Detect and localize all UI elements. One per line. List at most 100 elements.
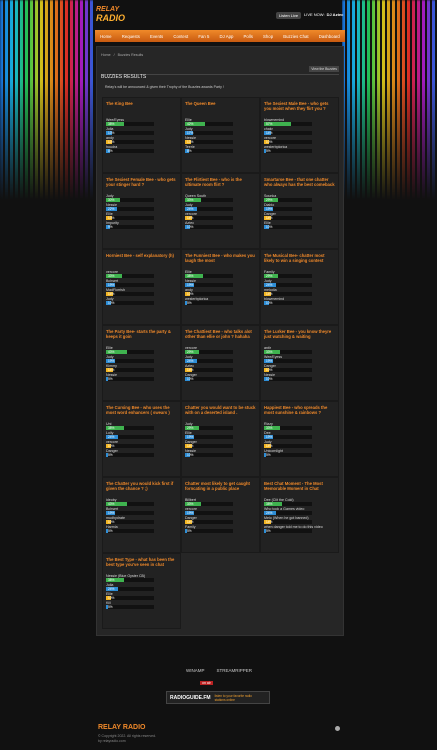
bar-track: 43%: [106, 502, 154, 506]
poll-option: Danger 14%: [185, 516, 256, 524]
bar-track: 24%: [264, 511, 312, 515]
percent-label: 10%: [266, 301, 273, 305]
poll-title: The Sexiest Female Bee - who gets your s…: [106, 177, 176, 187]
bar-track: 5%: [185, 529, 233, 533]
option-name: andy: [185, 288, 193, 292]
bar-track: 42%: [185, 122, 233, 126]
bar-track: 10%: [264, 301, 312, 305]
poll-option: Danger 14%: [185, 440, 256, 448]
poll-option: ideoby 43%: [106, 498, 177, 506]
bar-fill: [106, 502, 127, 506]
option-name: Judy: [264, 440, 272, 444]
poll-option: Harmla 5%: [106, 525, 177, 533]
poll-option: Aztec 10%: [185, 221, 256, 229]
percent-label: 33%: [266, 426, 273, 430]
poll-title: The Best Type - what has been the best t…: [106, 557, 175, 567]
bar-fill: [185, 122, 206, 126]
percent-label: 43%: [108, 502, 115, 506]
poll-title: Happiest Bee - who spreads the most suns…: [264, 405, 328, 415]
poll-option: Sounka 29%: [264, 194, 335, 202]
bar-fill: [185, 274, 204, 278]
bar-track: 14%: [106, 368, 154, 372]
poll-option: Danger 5%: [106, 449, 177, 457]
nav-item[interactable]: Events: [150, 33, 164, 39]
panel-header: BUZZIES RESULTS View the Buzzies: [101, 65, 339, 80]
nav-item[interactable]: Shop: [263, 33, 274, 39]
nav-item[interactable]: Dashboard: [318, 33, 340, 39]
percent-label: 14%: [266, 292, 273, 296]
badge[interactable]: on air: [200, 681, 213, 685]
option-name: vercore: [106, 440, 118, 444]
nav-item[interactable]: Buzzies Chat: [283, 33, 309, 39]
percent-label: 10%: [187, 377, 194, 381]
poll-grid: The King Bee Wee/Eyess 38% Julia 13% andy 13% h…: [102, 97, 339, 629]
percent-label: 10%: [266, 368, 273, 372]
poll-option: when danger told me to do this video 5%: [264, 525, 335, 533]
poll-option: westerbplorica 5%: [264, 145, 335, 153]
percent-label: 13%: [108, 140, 115, 144]
option-name: Nessie: [185, 279, 196, 283]
poll-option: Diablo 19%: [264, 203, 335, 211]
percent-label: 13%: [187, 140, 194, 144]
info-icon[interactable]: [335, 726, 340, 731]
option-name: Lolly: [106, 431, 114, 435]
bar-track: 33%: [106, 274, 154, 278]
bar-fill: [185, 198, 201, 202]
bar-track: 24%: [106, 587, 154, 591]
percent-label: 19%: [187, 435, 194, 439]
option-name: Danger: [264, 364, 276, 368]
poll-option: Uni 38%: [106, 422, 177, 430]
option-name: Judy: [185, 355, 193, 359]
nav-item[interactable]: Fan 5: [198, 33, 210, 39]
option-name: Nessie (Blue Oyster CB): [106, 574, 146, 578]
poll-option: blowmemind 57%: [264, 118, 335, 126]
bar-track: 19%: [264, 359, 312, 363]
nav-item[interactable]: DJ App: [219, 33, 234, 39]
nav-item[interactable]: Contest: [173, 33, 189, 39]
poll-option: chakr 14%: [264, 127, 335, 135]
bar-track: 5%: [264, 453, 312, 457]
bar-track: 38%: [185, 274, 233, 278]
live-dj: DJ Aztec: [326, 12, 344, 17]
poll-option: Judy 29%: [185, 422, 256, 430]
poll-option: Ellie 38%: [185, 270, 256, 278]
percent-label: 8%: [187, 149, 192, 153]
streamripper[interactable]: STREAMRIPPER: [216, 668, 253, 673]
option-name: Danger: [264, 212, 276, 216]
percent-label: 5%: [266, 149, 271, 153]
poll-option: Impurity 9%: [106, 221, 177, 229]
bar-fill: [106, 453, 109, 457]
poll-card: The Cursing Bee - who uses the most word…: [102, 401, 181, 477]
view-button[interactable]: View the Buzzies: [309, 66, 339, 72]
bar-fill: [185, 216, 192, 220]
poll-card: The King Bee Wee/Eyess 38% Julia 13% andy 13% h…: [102, 97, 181, 173]
nav-item[interactable]: Home: [100, 33, 112, 39]
percent-label: 5%: [266, 529, 271, 533]
percent-label: 5%: [187, 301, 192, 305]
bar-fill: [106, 131, 113, 135]
breadcrumb-current: Buzzies Results: [117, 53, 144, 57]
poll-title: The Flirtiest Bee - who is the ultimate …: [185, 177, 242, 187]
bar-fill: [106, 605, 109, 609]
option-name: Unicornlight: [264, 449, 283, 453]
logo[interactable]: RELAY RADIO: [96, 6, 125, 23]
option-name: Judy: [264, 279, 272, 283]
nav-item[interactable]: Polls: [243, 33, 253, 39]
winamp[interactable]: WINAMP: [186, 668, 205, 673]
radioguide-logo: RADIOGUIDE.FM: [170, 694, 211, 701]
option-name: Ellie: [185, 270, 192, 274]
bar-track: 33%: [185, 198, 233, 202]
bar-track: 5%: [185, 301, 233, 305]
breadcrumb-link[interactable]: Home: [101, 53, 111, 57]
bar-fill: [264, 216, 271, 220]
bar-track: 10%: [264, 140, 312, 144]
radioguide-banner[interactable]: RADIOGUIDE.FM listen to your favorite ra…: [166, 691, 270, 704]
bar-track: 19%: [185, 435, 233, 439]
nav-item[interactable]: Requests: [121, 33, 140, 39]
option-name: vercore: [185, 212, 197, 216]
poll-card: The Sexiest Male Bee - who gets you mois…: [260, 97, 339, 173]
listen-button[interactable]: Listen Live: [276, 12, 302, 19]
bar-track: 38%: [264, 502, 312, 506]
poll-option: Queen South 33%: [185, 194, 256, 202]
bar-track: 10%: [106, 444, 154, 448]
